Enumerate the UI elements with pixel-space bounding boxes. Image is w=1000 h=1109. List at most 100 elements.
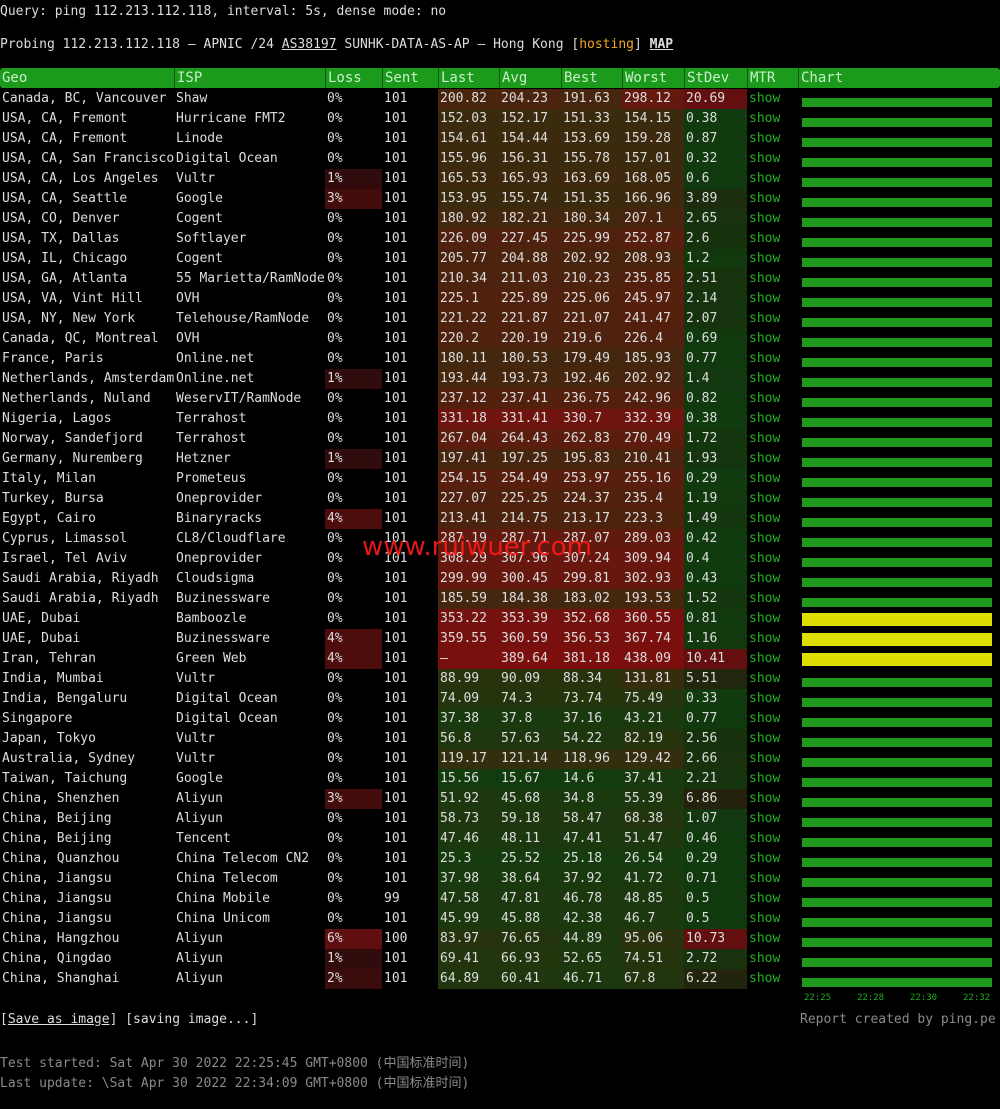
cell-text: 1% <box>325 369 382 389</box>
cell-text: 4% <box>325 649 382 669</box>
mtr-link[interactable]: show <box>749 951 781 966</box>
map-link[interactable]: MAP <box>649 37 674 52</box>
mtr-link[interactable]: show <box>749 631 781 646</box>
cell-text: 0.77 <box>684 349 747 369</box>
mtr-link[interactable]: show <box>749 591 781 606</box>
cell-text: Aliyun <box>176 811 223 826</box>
cell-text: 101 <box>384 691 408 706</box>
cell-text: UAE, Dubai <box>2 611 81 626</box>
cell-text: 46.7 <box>622 909 684 929</box>
chart-bar <box>802 613 992 626</box>
cell-text: 37.38 <box>438 709 499 729</box>
mtr-link[interactable]: show <box>749 271 781 286</box>
cell-text: 168.05 <box>622 169 684 189</box>
mtr-link[interactable]: show <box>749 331 781 346</box>
mtr-link[interactable]: show <box>749 311 781 326</box>
asn-link[interactable]: AS38197 <box>281 37 337 52</box>
cell-text: 227.45 <box>499 229 561 249</box>
table: Geo ISP Loss Sent Last Avg Best Worst StDev MTR Ch… <box>0 68 1000 1008</box>
mtr-link[interactable]: show <box>749 191 781 206</box>
mtr-link[interactable]: show <box>749 131 781 146</box>
mtr-link[interactable]: show <box>749 891 781 906</box>
cell-text: Vultr <box>176 731 216 746</box>
cell-text: 0% <box>327 291 343 306</box>
cell-text: 4% <box>325 509 382 529</box>
cell-text: 223.3 <box>622 509 684 529</box>
cell-text: 101 <box>384 851 408 866</box>
cell-text: 47.58 <box>438 889 499 909</box>
cell-text: 0.29 <box>684 469 747 489</box>
mtr-link[interactable]: show <box>749 831 781 846</box>
cell-text: Italy, Milan <box>2 471 96 486</box>
cell-text: 101 <box>384 171 408 186</box>
mtr-link[interactable]: show <box>749 471 781 486</box>
cell-text: 332.39 <box>622 409 684 429</box>
mtr-link[interactable]: show <box>749 791 781 806</box>
cell-text: 0.33 <box>684 689 747 709</box>
cell-text: 101 <box>384 351 408 366</box>
cell-text: 2.21 <box>684 769 747 789</box>
cell-text: 0% <box>327 211 343 226</box>
cell-text: 101 <box>384 631 408 646</box>
mtr-link[interactable]: show <box>749 671 781 686</box>
mtr-link[interactable]: show <box>749 231 781 246</box>
mtr-link[interactable]: show <box>749 291 781 306</box>
mtr-link[interactable]: show <box>749 691 781 706</box>
cell-text: WeservIT/RamNode <box>176 391 302 406</box>
mtr-link[interactable]: show <box>749 731 781 746</box>
mtr-link[interactable]: show <box>749 851 781 866</box>
mtr-link[interactable]: show <box>749 511 781 526</box>
cell-text: 165.53 <box>438 169 499 189</box>
cell-text: Green Web <box>176 651 247 666</box>
mtr-link[interactable]: show <box>749 411 781 426</box>
mtr-link[interactable]: show <box>749 771 781 786</box>
cell-text: 197.41 <box>438 449 499 469</box>
mtr-link[interactable]: show <box>749 391 781 406</box>
save-link[interactable]: Save as image <box>7 1012 110 1027</box>
mtr-link[interactable]: show <box>749 811 781 826</box>
chart-bar <box>802 258 992 267</box>
cell-text: 0% <box>327 391 343 406</box>
mtr-link[interactable]: show <box>749 251 781 266</box>
mtr-link[interactable]: show <box>749 91 781 106</box>
mtr-link[interactable]: show <box>749 711 781 726</box>
mtr-link[interactable]: show <box>749 971 781 986</box>
mtr-link[interactable]: show <box>749 651 781 666</box>
header-cell: ISP <box>174 68 325 88</box>
mtr-link[interactable]: show <box>749 451 781 466</box>
mtr-link[interactable]: show <box>749 171 781 186</box>
cell-text: 101 <box>384 491 408 506</box>
chart-bar <box>802 838 992 847</box>
chart-bar <box>802 418 992 427</box>
mtr-link[interactable]: show <box>749 151 781 166</box>
cell-text: 356.53 <box>561 629 622 649</box>
mtr-link[interactable]: show <box>749 491 781 506</box>
mtr-link[interactable]: show <box>749 351 781 366</box>
mtr-link[interactable]: show <box>749 611 781 626</box>
cell-text: 237.41 <box>499 389 561 409</box>
mtr-link[interactable]: show <box>749 371 781 386</box>
cell-text: 352.68 <box>561 609 622 629</box>
mtr-link[interactable]: show <box>749 111 781 126</box>
mtr-link[interactable]: show <box>749 751 781 766</box>
chart-time: 22:30 <box>910 993 937 1003</box>
cell-text: 0% <box>327 731 343 746</box>
mtr-link[interactable]: show <box>749 911 781 926</box>
cell-text: 101 <box>384 711 408 726</box>
mtr-link[interactable]: show <box>749 571 781 586</box>
cell-text: 45.88 <box>499 909 561 929</box>
cell-text: 46.71 <box>561 969 622 989</box>
mtr-link[interactable]: show <box>749 871 781 886</box>
cell-text: 101 <box>384 531 408 546</box>
cell-text: 64.89 <box>438 969 499 989</box>
mtr-link[interactable]: show <box>749 931 781 946</box>
mtr-link[interactable]: show <box>749 551 781 566</box>
mtr-link[interactable]: show <box>749 211 781 226</box>
cell-text: 74.51 <box>622 949 684 969</box>
mtr-link[interactable]: show <box>749 531 781 546</box>
cell-text: 101 <box>384 151 408 166</box>
cell-text: 101 <box>384 451 408 466</box>
cell-text: 180.34 <box>561 209 622 229</box>
mtr-link[interactable]: show <box>749 431 781 446</box>
